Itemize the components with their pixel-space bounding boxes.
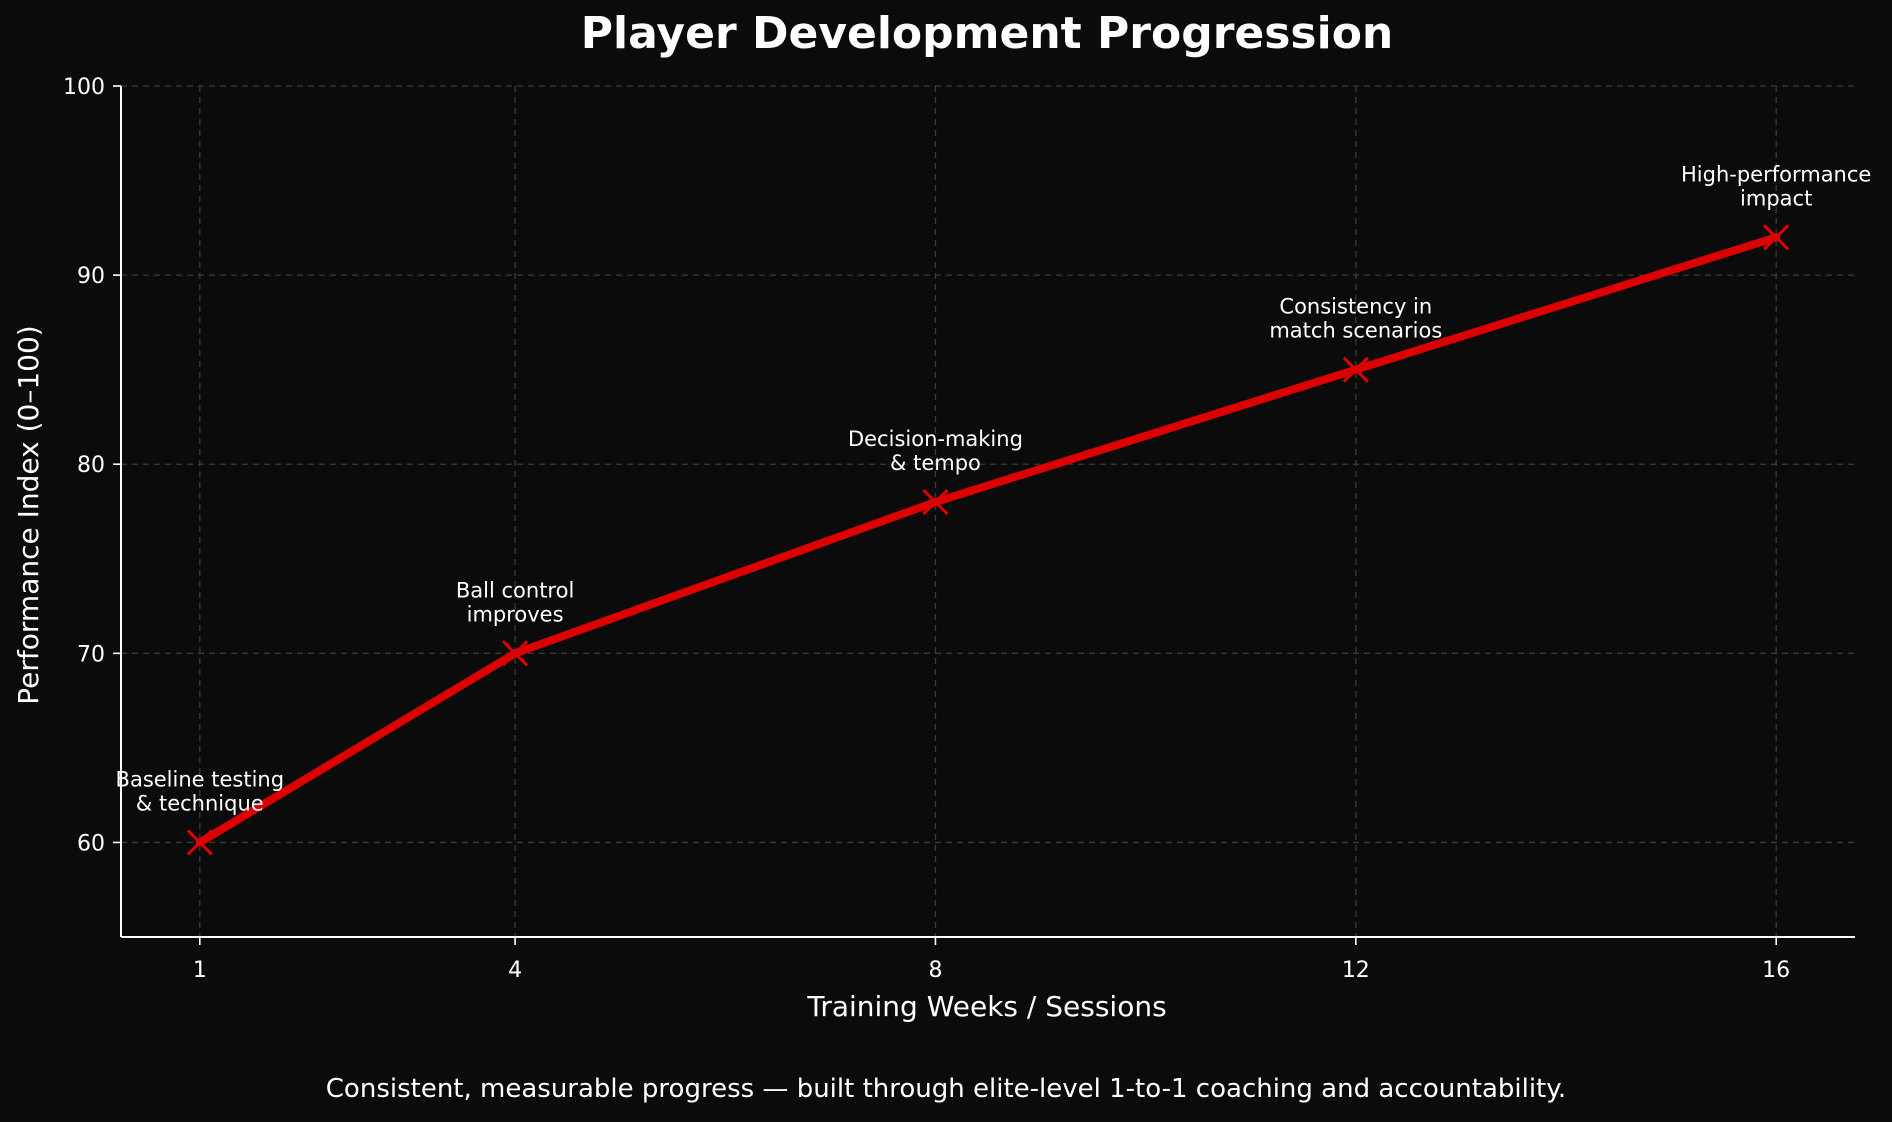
x-tick-label: 8	[928, 958, 942, 983]
marker-stroke	[186, 829, 213, 856]
annotation-line: High-performance	[1681, 162, 1871, 186]
data-point-marker	[1763, 224, 1790, 251]
data-point-marker	[922, 488, 949, 516]
y-tick-label: 100	[63, 75, 105, 100]
chart-caption: Consistent, measurable progress — built …	[325, 1074, 1567, 1104]
annotation-line: Consistency in	[1279, 295, 1432, 319]
series	[186, 224, 1790, 856]
x-tick-label: 4	[508, 958, 522, 983]
annotation-line: & tempo	[890, 451, 981, 475]
marker-stroke	[922, 488, 949, 516]
annotation-label: Consistency in match scenarios	[1269, 295, 1442, 343]
marker-stroke	[502, 640, 529, 667]
annotation-label: Baseline testing & technique	[116, 767, 285, 815]
annotation-line: impact	[1740, 186, 1812, 210]
x-tick-label: 16	[1762, 958, 1790, 983]
data-point-marker	[502, 640, 529, 667]
data-point-marker	[1342, 356, 1369, 383]
chart-title: Player Development Progression	[581, 8, 1394, 59]
y-tick-label: 70	[77, 642, 105, 667]
marker-stroke	[1342, 356, 1369, 383]
y-tick-label: 60	[77, 831, 105, 856]
annotation-line: improves	[467, 602, 564, 626]
annotation-line: & technique	[136, 791, 264, 815]
x-axis-label: Training Weeks / Sessions	[806, 990, 1166, 1023]
annotation-line: match scenarios	[1269, 319, 1442, 343]
annotation-label: High-performance impact	[1681, 162, 1871, 210]
x-tick-label: 1	[193, 958, 207, 983]
marker-stroke	[1763, 224, 1790, 251]
y-axis-label: Performance Index (0–100)	[12, 325, 45, 704]
y-tick-label: 90	[77, 264, 105, 289]
data-point-marker	[186, 829, 213, 856]
x-tick-label: 12	[1342, 958, 1370, 983]
grid	[121, 85, 1855, 937]
annotation-line: Baseline testing	[116, 767, 285, 791]
axes: 1 4 8 12 16 60 70 80 90 100	[63, 75, 1855, 983]
annotation-label: Decision-making & tempo	[848, 427, 1023, 475]
annotation-line: Ball control	[456, 578, 574, 602]
annotation-line: Decision-making	[848, 427, 1023, 451]
annotation-label: Ball control improves	[456, 578, 574, 626]
y-tick-label: 80	[77, 453, 105, 478]
